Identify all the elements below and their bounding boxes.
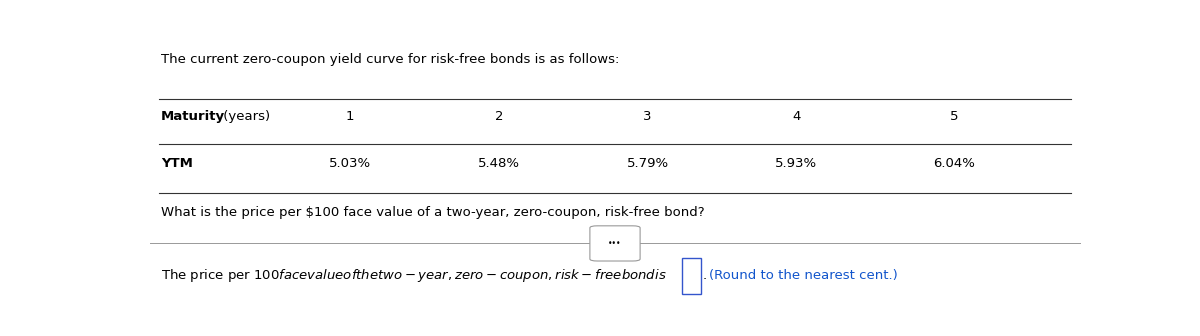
Text: 2: 2 [494, 110, 503, 123]
FancyBboxPatch shape [590, 226, 640, 261]
Text: YTM: YTM [161, 157, 193, 170]
Text: Maturity: Maturity [161, 110, 226, 123]
Text: 5.48%: 5.48% [478, 157, 520, 170]
FancyBboxPatch shape [682, 258, 701, 294]
Text: 5.93%: 5.93% [775, 157, 817, 170]
Text: .: . [702, 269, 707, 282]
Text: The current zero-coupon yield curve for risk-free bonds is as follows:: The current zero-coupon yield curve for … [161, 53, 619, 66]
Text: 1: 1 [346, 110, 354, 123]
Text: The price per $100 face value of the two-year, zero-coupon, risk-free bond is $: The price per $100 face value of the two… [161, 267, 667, 284]
Text: 4: 4 [792, 110, 800, 123]
Text: 5.79%: 5.79% [626, 157, 668, 170]
Text: 6.04%: 6.04% [934, 157, 976, 170]
Text: •••: ••• [608, 239, 622, 248]
Text: 5.03%: 5.03% [329, 157, 371, 170]
Text: (Round to the nearest cent.): (Round to the nearest cent.) [709, 269, 898, 282]
Text: 5: 5 [950, 110, 959, 123]
Text: (years): (years) [218, 110, 270, 123]
Text: What is the price per $100 face value of a two-year, zero-coupon, risk-free bond: What is the price per $100 face value of… [161, 206, 704, 219]
Text: 3: 3 [643, 110, 652, 123]
